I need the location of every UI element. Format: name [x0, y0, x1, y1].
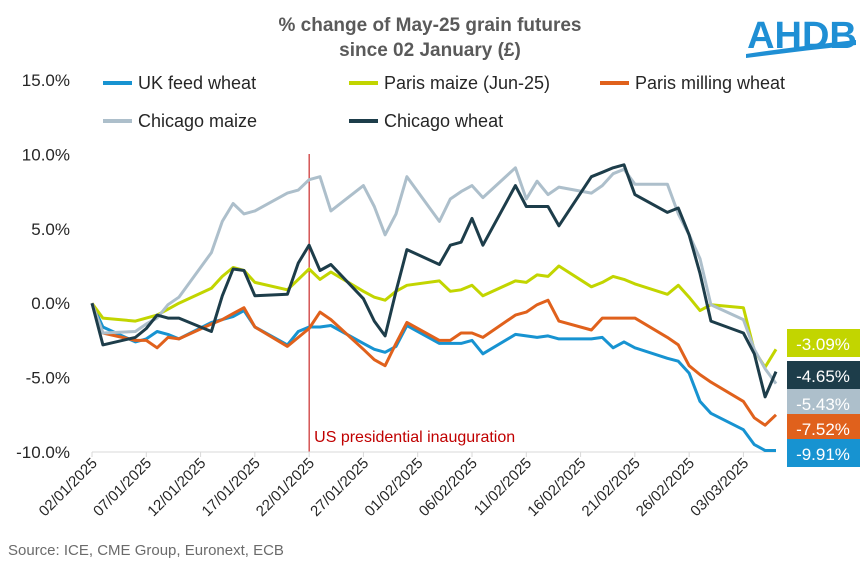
- x-tick-label: 03/03/2025: [687, 455, 752, 520]
- y-tick-label: -10.0%: [16, 443, 70, 462]
- end-label-box-chicago-wheat: [787, 361, 860, 389]
- y-tick-label: 5.0%: [31, 220, 70, 239]
- end-value-labels: -3.09% -4.65% -5.43% -7.52% -9.91%: [787, 329, 860, 467]
- ahdb-logo: AHDB: [746, 15, 857, 58]
- y-tick-label: 0.0%: [31, 294, 70, 313]
- y-tick-label: -5.0%: [26, 369, 70, 388]
- legend-label-paris-milling-wheat: Paris milling wheat: [635, 73, 785, 93]
- end-label-box-uk-feed-wheat: [787, 439, 860, 467]
- end-label-box-chicago-maize: [787, 389, 860, 417]
- legend: UK feed wheat Paris maize (Jun-25) Paris…: [103, 73, 785, 131]
- end-label-uk-feed-wheat: -9.91%: [796, 445, 850, 464]
- series-line-paris-milling-wheat: [90, 298, 778, 427]
- x-axis-ticks: 02/01/202507/01/202512/01/202517/01/2025…: [36, 452, 752, 520]
- series-line-paris-maize-jun-25: [90, 264, 778, 369]
- series-line-chicago-wheat: [90, 163, 778, 399]
- end-label-box-paris-maize: [787, 329, 860, 357]
- x-tick-label: 06/02/2025: [416, 455, 481, 520]
- inauguration-annotation: US presidential inauguration: [314, 429, 515, 446]
- y-tick-label: 10.0%: [22, 145, 70, 164]
- y-tick-label: 15.0%: [22, 71, 70, 90]
- end-label-chicago-maize: -5.43%: [796, 395, 850, 414]
- legend-label-chicago-wheat: Chicago wheat: [384, 111, 503, 131]
- y-axis-ticks: 15.0% 10.0% 5.0% 0.0% -5.0% -10.0%: [16, 71, 70, 462]
- end-label-chicago-wheat: -4.65%: [796, 367, 850, 386]
- series-lines: [90, 163, 778, 452]
- end-label-box-paris-milling-wheat: [787, 414, 860, 442]
- chart-subtitle: since 02 January (£): [339, 40, 521, 61]
- end-label-paris-milling-wheat: -7.52%: [796, 420, 850, 439]
- series-line-chicago-maize: [90, 166, 778, 385]
- chart-title: % change of May-25 grain futures: [278, 15, 581, 36]
- legend-label-uk-feed-wheat: UK feed wheat: [138, 73, 256, 93]
- source-note: Source: ICE, CME Group, Euronext, ECB: [8, 542, 284, 559]
- legend-label-chicago-maize: Chicago maize: [138, 111, 257, 131]
- legend-label-paris-maize: Paris maize (Jun-25): [384, 73, 550, 93]
- end-label-paris-maize: -3.09%: [796, 335, 850, 354]
- logo-swoosh: [746, 40, 856, 58]
